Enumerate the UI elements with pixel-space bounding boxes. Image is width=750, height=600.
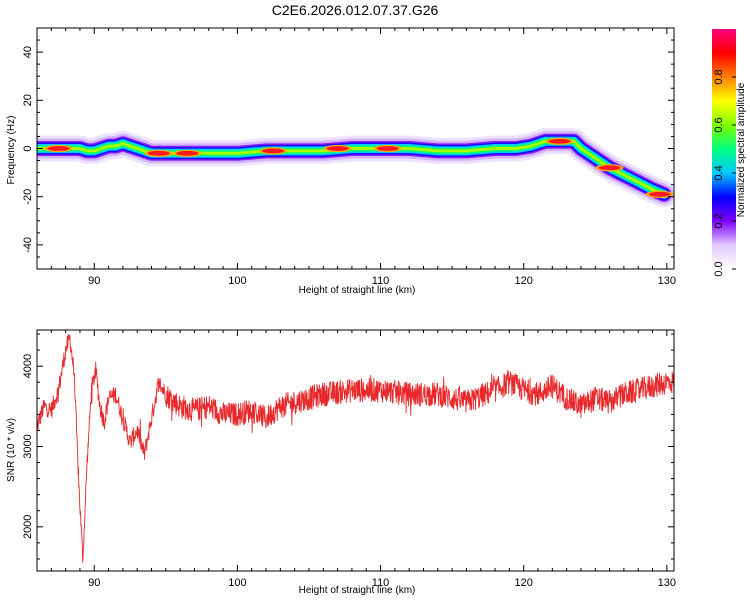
colorbar: 0.0 0.2 0.4 0.6 0.8 Normalized spectral ampl… <box>712 29 747 277</box>
x-tick-label: 130 <box>658 275 676 287</box>
x-tick-label: 110 <box>372 577 390 589</box>
colorbar-tick-label: 0.0 <box>713 261 725 276</box>
hot-spot <box>326 146 349 151</box>
hot-spot <box>47 146 70 151</box>
figure-title: C2E6.2026.012.07.37.G26 <box>272 2 439 18</box>
colorbar-ticks: 0.0 0.2 0.4 0.6 0.8 <box>713 69 736 277</box>
y-tick-label: 20 <box>22 94 34 106</box>
colorbar-tick-label: 0.4 <box>713 165 725 180</box>
x-tick-label: 120 <box>515 275 533 287</box>
spectrogram-x-label: Height of straight line (km) <box>299 285 416 296</box>
colorbar-tick-label: 0.2 <box>713 213 725 228</box>
y-tick-label: 3000 <box>22 434 34 458</box>
x-tick-label: 110 <box>372 275 390 287</box>
y-tick-label: -40 <box>22 237 34 253</box>
hot-spot <box>648 191 671 197</box>
hot-spot <box>147 150 170 156</box>
ridge-band-6 <box>37 139 666 196</box>
x-tick-label: 90 <box>88 275 100 287</box>
snr-series <box>37 334 674 563</box>
hot-spot <box>376 146 399 151</box>
spectrogram-y-label: Frequency (Hz) <box>6 116 17 185</box>
snr-x-ticks: 90 100 110 120 130 <box>36 330 676 589</box>
x-tick-label: 100 <box>228 577 246 589</box>
hot-spot <box>176 150 199 156</box>
spectrogram-y-ticks: -40 -20 0 20 40 <box>22 27 674 270</box>
y-tick-label: 4000 <box>22 354 34 378</box>
snr-panel: 90 100 110 120 130 2000 3000 4000 Height of st… <box>6 329 676 596</box>
y-tick-label: 2000 <box>22 515 34 539</box>
x-tick-label: 120 <box>515 577 533 589</box>
colorbar-tick-label: 0.6 <box>713 117 725 132</box>
snr-background <box>37 330 674 571</box>
x-tick-label: 100 <box>228 275 246 287</box>
y-tick-label: 0 <box>22 145 34 151</box>
y-tick-label: -20 <box>22 189 34 205</box>
snr-line <box>37 334 674 563</box>
spectrogram-panel: 90 100 110 120 130 -40 -20 0 20 40 Height of str… <box>6 27 676 296</box>
spectrogram-ridge <box>37 128 674 208</box>
hot-spot <box>598 165 621 171</box>
spectrogram-x-ticks: 90 100 110 120 130 <box>36 28 676 287</box>
colorbar-label: Normalized spectral amplitude <box>736 82 747 217</box>
hot-spot <box>548 138 571 144</box>
x-tick-label: 130 <box>658 577 676 589</box>
hot-spot <box>262 148 285 154</box>
colorbar-gradient <box>712 29 736 269</box>
x-tick-label: 90 <box>88 577 100 589</box>
snr-x-label: Height of straight line (km) <box>299 585 416 596</box>
colorbar-tick-label: 0.8 <box>713 69 725 84</box>
y-tick-label: 40 <box>22 46 34 58</box>
snr-y-label: SNR (10 * v/v) <box>6 418 17 482</box>
snr-y-ticks: 2000 3000 4000 <box>22 333 674 560</box>
snr-frame <box>36 329 675 572</box>
